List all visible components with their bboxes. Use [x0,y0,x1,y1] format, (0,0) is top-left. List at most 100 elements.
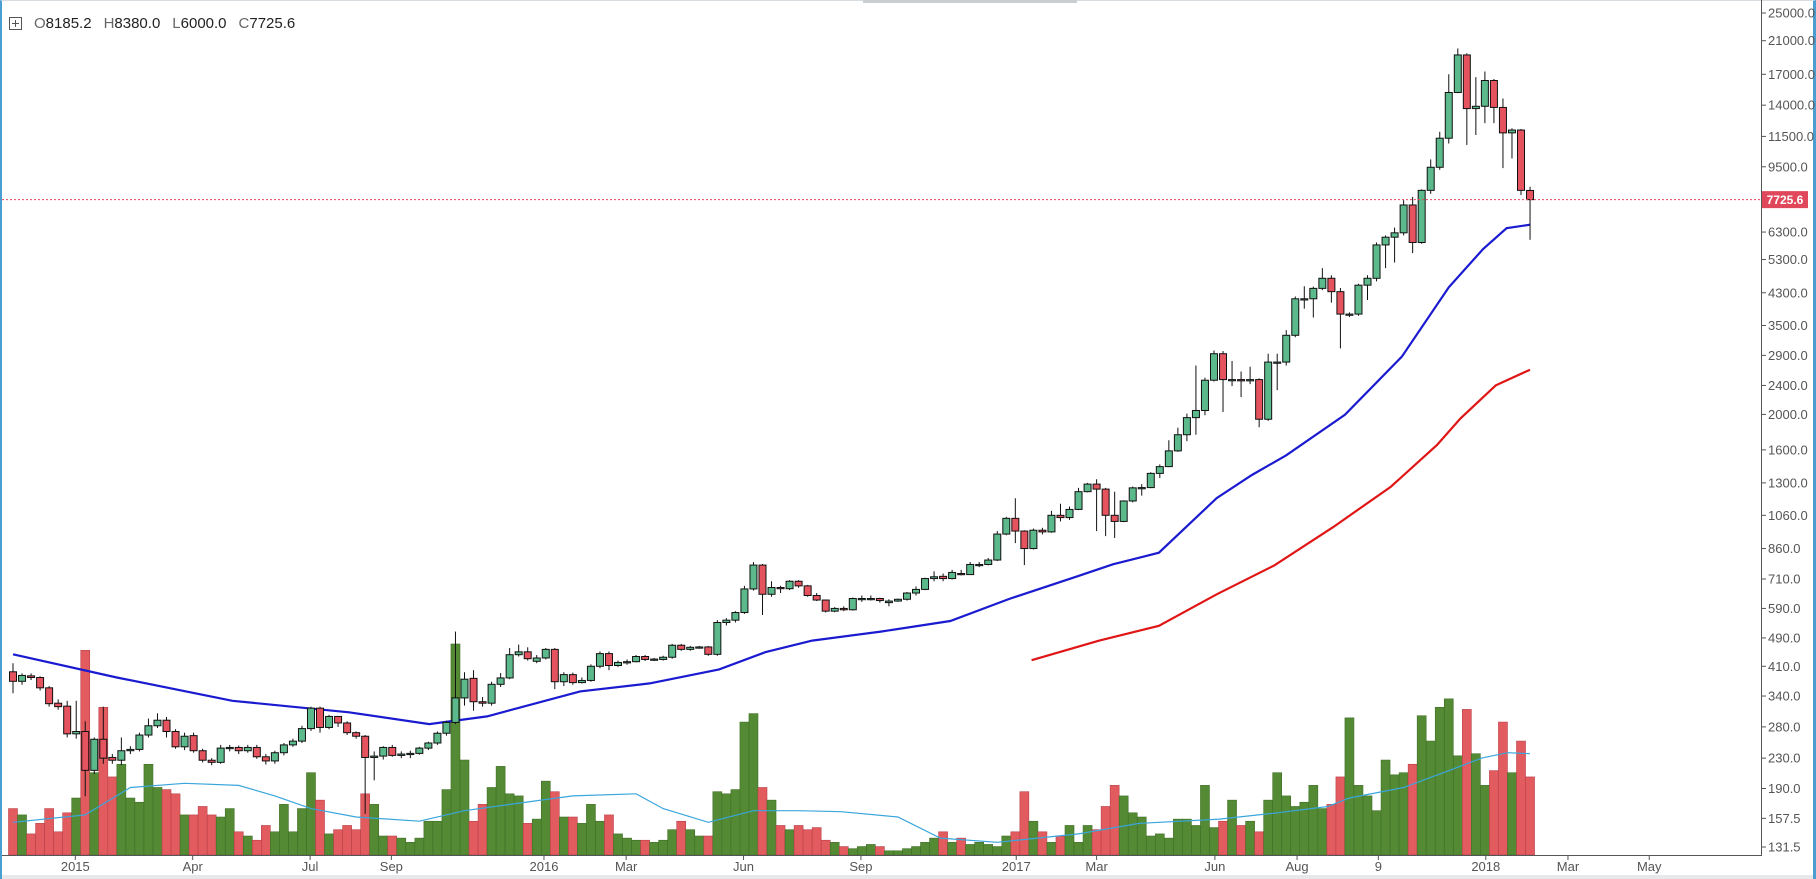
candle[interactable] [776,585,785,594]
candle[interactable] [1083,482,1092,493]
candle[interactable] [559,672,568,687]
candle[interactable] [397,751,406,759]
candle[interactable] [54,699,63,710]
candle[interactable] [126,746,135,755]
candle[interactable] [1065,506,1074,520]
candle[interactable] [749,562,758,591]
candle[interactable] [424,741,433,751]
candle[interactable] [388,744,397,757]
candle[interactable] [650,657,659,661]
candle[interactable] [316,706,325,733]
time-axis[interactable]: 2015 Apr Jul Sep 2016 Mar Jun Sep 2017 Mar Jun Aug 9… [61,855,1662,874]
candle[interactable] [884,599,893,607]
candle[interactable] [180,732,189,751]
candle[interactable] [1363,275,1372,300]
candle[interactable] [604,651,613,671]
candle[interactable] [758,564,767,616]
candle[interactable] [63,700,72,738]
candle[interactable] [731,611,740,623]
candle[interactable] [72,700,81,739]
candle[interactable] [99,706,108,764]
candle[interactable] [568,672,577,685]
candle[interactable] [1002,516,1011,536]
candle[interactable] [1408,196,1417,254]
candle[interactable] [1264,353,1273,421]
candle[interactable] [478,696,487,707]
candle[interactable] [1246,366,1255,385]
candle[interactable] [270,750,279,764]
candle[interactable] [1273,353,1282,391]
candle[interactable] [641,655,650,661]
candle[interactable] [1480,71,1489,124]
candle[interactable] [839,606,848,612]
candle[interactable] [1011,498,1020,544]
candle[interactable] [921,577,930,591]
candle[interactable] [1417,189,1426,244]
candle[interactable] [704,645,713,656]
candle[interactable] [812,593,821,602]
candle[interactable] [912,586,920,596]
candle[interactable] [1309,286,1318,318]
candle[interactable] [297,725,306,743]
candle[interactable] [821,599,830,613]
candle[interactable] [1074,487,1083,511]
candle[interactable] [993,531,1002,562]
candle[interactable] [108,754,117,764]
candle[interactable] [1399,200,1408,236]
candle[interactable] [135,732,144,752]
candle[interactable] [1435,131,1444,170]
candle[interactable] [36,676,45,691]
candle[interactable] [686,645,695,651]
candle[interactable] [343,721,352,736]
candle[interactable] [415,746,424,755]
candle[interactable] [496,673,505,687]
candle[interactable] [595,651,604,669]
candle[interactable] [695,645,704,649]
candle[interactable] [144,718,153,738]
candle[interactable] [1453,48,1462,94]
candle[interactable] [1029,528,1038,550]
candle[interactable] [45,686,54,707]
candle[interactable] [225,744,234,752]
candle[interactable] [460,672,469,706]
candle[interactable] [198,748,207,763]
candle[interactable] [379,746,388,760]
candle[interactable] [18,673,27,685]
candle[interactable] [875,597,884,603]
candle[interactable] [1128,486,1137,503]
candle[interactable] [848,597,857,611]
candle[interactable] [1237,371,1246,398]
candle[interactable] [541,647,550,660]
candle[interactable] [1390,227,1399,263]
candle[interactable] [893,598,902,602]
candle[interactable] [577,677,586,684]
candle[interactable] [1426,159,1435,194]
candle[interactable] [252,744,261,759]
candle[interactable] [1372,242,1381,282]
candle[interactable] [1155,464,1164,479]
candle[interactable] [632,655,641,663]
candle[interactable] [406,750,415,759]
candle[interactable] [9,663,17,694]
candle[interactable] [948,569,957,580]
candle[interactable] [1219,351,1228,413]
candle[interactable] [27,673,36,681]
candle[interactable] [984,558,993,566]
candle[interactable] [1526,186,1535,240]
candle[interactable] [830,607,839,613]
candle[interactable] [306,706,315,731]
candle[interactable] [469,670,478,711]
candle[interactable] [1354,283,1363,316]
candle[interactable] [857,595,866,602]
candle[interactable] [902,592,911,601]
candle[interactable] [785,580,794,591]
candle[interactable] [234,745,243,755]
candle[interactable] [90,737,99,775]
candle[interactable] [1020,530,1029,566]
candle[interactable] [966,562,975,576]
candle[interactable] [659,655,668,661]
candle[interactable] [243,744,252,753]
candle[interactable] [207,758,216,766]
candle[interactable] [1146,472,1155,489]
